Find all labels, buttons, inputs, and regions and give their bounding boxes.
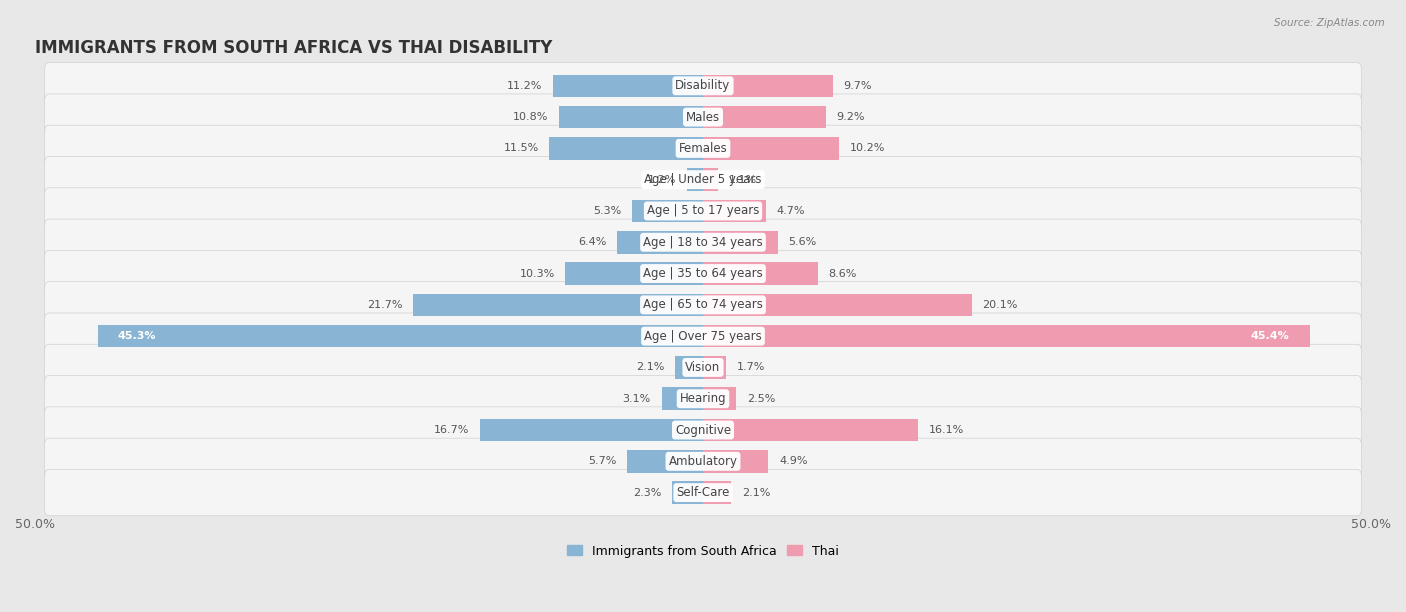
Text: Age | 18 to 34 years: Age | 18 to 34 years: [643, 236, 763, 248]
Bar: [703, 263, 818, 285]
Text: 2.1%: 2.1%: [636, 362, 664, 373]
FancyBboxPatch shape: [45, 188, 1361, 234]
Bar: [672, 482, 703, 504]
Text: 4.7%: 4.7%: [776, 206, 806, 216]
Text: Self-Care: Self-Care: [676, 486, 730, 499]
Text: 10.3%: 10.3%: [519, 269, 555, 278]
Text: Source: ZipAtlas.com: Source: ZipAtlas.com: [1274, 18, 1385, 28]
Text: 3.1%: 3.1%: [623, 394, 651, 404]
Text: 1.7%: 1.7%: [737, 362, 765, 373]
FancyBboxPatch shape: [45, 469, 1361, 516]
Bar: [633, 200, 703, 222]
Bar: [703, 106, 825, 129]
FancyBboxPatch shape: [45, 313, 1361, 359]
FancyBboxPatch shape: [45, 62, 1361, 109]
FancyBboxPatch shape: [45, 125, 1361, 171]
FancyBboxPatch shape: [45, 438, 1361, 485]
Bar: [413, 294, 703, 316]
Text: Age | 35 to 64 years: Age | 35 to 64 years: [643, 267, 763, 280]
Text: 10.8%: 10.8%: [513, 112, 548, 122]
FancyBboxPatch shape: [45, 250, 1361, 297]
Bar: [688, 168, 703, 191]
Text: Age | Under 5 years: Age | Under 5 years: [644, 173, 762, 186]
Bar: [703, 482, 731, 504]
Text: 1.1%: 1.1%: [728, 174, 756, 185]
Text: 16.1%: 16.1%: [929, 425, 965, 435]
Text: 9.7%: 9.7%: [844, 81, 872, 91]
Text: 5.3%: 5.3%: [593, 206, 621, 216]
Bar: [627, 450, 703, 472]
Bar: [675, 356, 703, 379]
Text: Ambulatory: Ambulatory: [668, 455, 738, 468]
Text: 8.6%: 8.6%: [828, 269, 858, 278]
Text: 9.2%: 9.2%: [837, 112, 865, 122]
Text: 20.1%: 20.1%: [983, 300, 1018, 310]
FancyBboxPatch shape: [45, 94, 1361, 140]
Text: 2.3%: 2.3%: [633, 488, 662, 498]
Bar: [703, 200, 766, 222]
Text: Males: Males: [686, 111, 720, 124]
Text: 6.4%: 6.4%: [578, 237, 607, 247]
FancyBboxPatch shape: [45, 345, 1361, 390]
Bar: [703, 419, 918, 441]
Bar: [565, 263, 703, 285]
Bar: [662, 387, 703, 410]
Bar: [703, 325, 1309, 348]
FancyBboxPatch shape: [45, 376, 1361, 422]
Text: 10.2%: 10.2%: [851, 143, 886, 154]
Legend: Immigrants from South Africa, Thai: Immigrants from South Africa, Thai: [562, 540, 844, 562]
Text: Disability: Disability: [675, 80, 731, 92]
Bar: [703, 450, 769, 472]
Bar: [558, 106, 703, 129]
Text: Age | 65 to 74 years: Age | 65 to 74 years: [643, 298, 763, 312]
Bar: [554, 75, 703, 97]
Text: Hearing: Hearing: [679, 392, 727, 405]
FancyBboxPatch shape: [45, 157, 1361, 203]
Text: 5.7%: 5.7%: [588, 457, 616, 466]
Bar: [703, 231, 778, 253]
Bar: [703, 168, 717, 191]
Text: 1.2%: 1.2%: [648, 174, 676, 185]
Text: 45.4%: 45.4%: [1251, 331, 1289, 341]
Text: Age | 5 to 17 years: Age | 5 to 17 years: [647, 204, 759, 217]
Text: 5.6%: 5.6%: [789, 237, 817, 247]
Bar: [703, 75, 832, 97]
FancyBboxPatch shape: [45, 219, 1361, 266]
Bar: [479, 419, 703, 441]
Text: Females: Females: [679, 142, 727, 155]
Text: Age | Over 75 years: Age | Over 75 years: [644, 330, 762, 343]
Text: 4.9%: 4.9%: [779, 457, 807, 466]
Bar: [703, 387, 737, 410]
Text: 45.3%: 45.3%: [118, 331, 156, 341]
Bar: [703, 294, 972, 316]
Text: 2.5%: 2.5%: [747, 394, 776, 404]
Text: Cognitive: Cognitive: [675, 424, 731, 436]
Text: 21.7%: 21.7%: [367, 300, 402, 310]
Bar: [550, 137, 703, 160]
Text: 16.7%: 16.7%: [434, 425, 470, 435]
Text: 2.1%: 2.1%: [742, 488, 770, 498]
FancyBboxPatch shape: [45, 407, 1361, 453]
Bar: [617, 231, 703, 253]
Text: Vision: Vision: [685, 361, 721, 374]
Text: IMMIGRANTS FROM SOUTH AFRICA VS THAI DISABILITY: IMMIGRANTS FROM SOUTH AFRICA VS THAI DIS…: [35, 40, 553, 58]
Bar: [98, 325, 703, 348]
Bar: [703, 137, 839, 160]
FancyBboxPatch shape: [45, 282, 1361, 328]
Text: 11.2%: 11.2%: [508, 81, 543, 91]
Bar: [703, 356, 725, 379]
Text: 11.5%: 11.5%: [503, 143, 538, 154]
